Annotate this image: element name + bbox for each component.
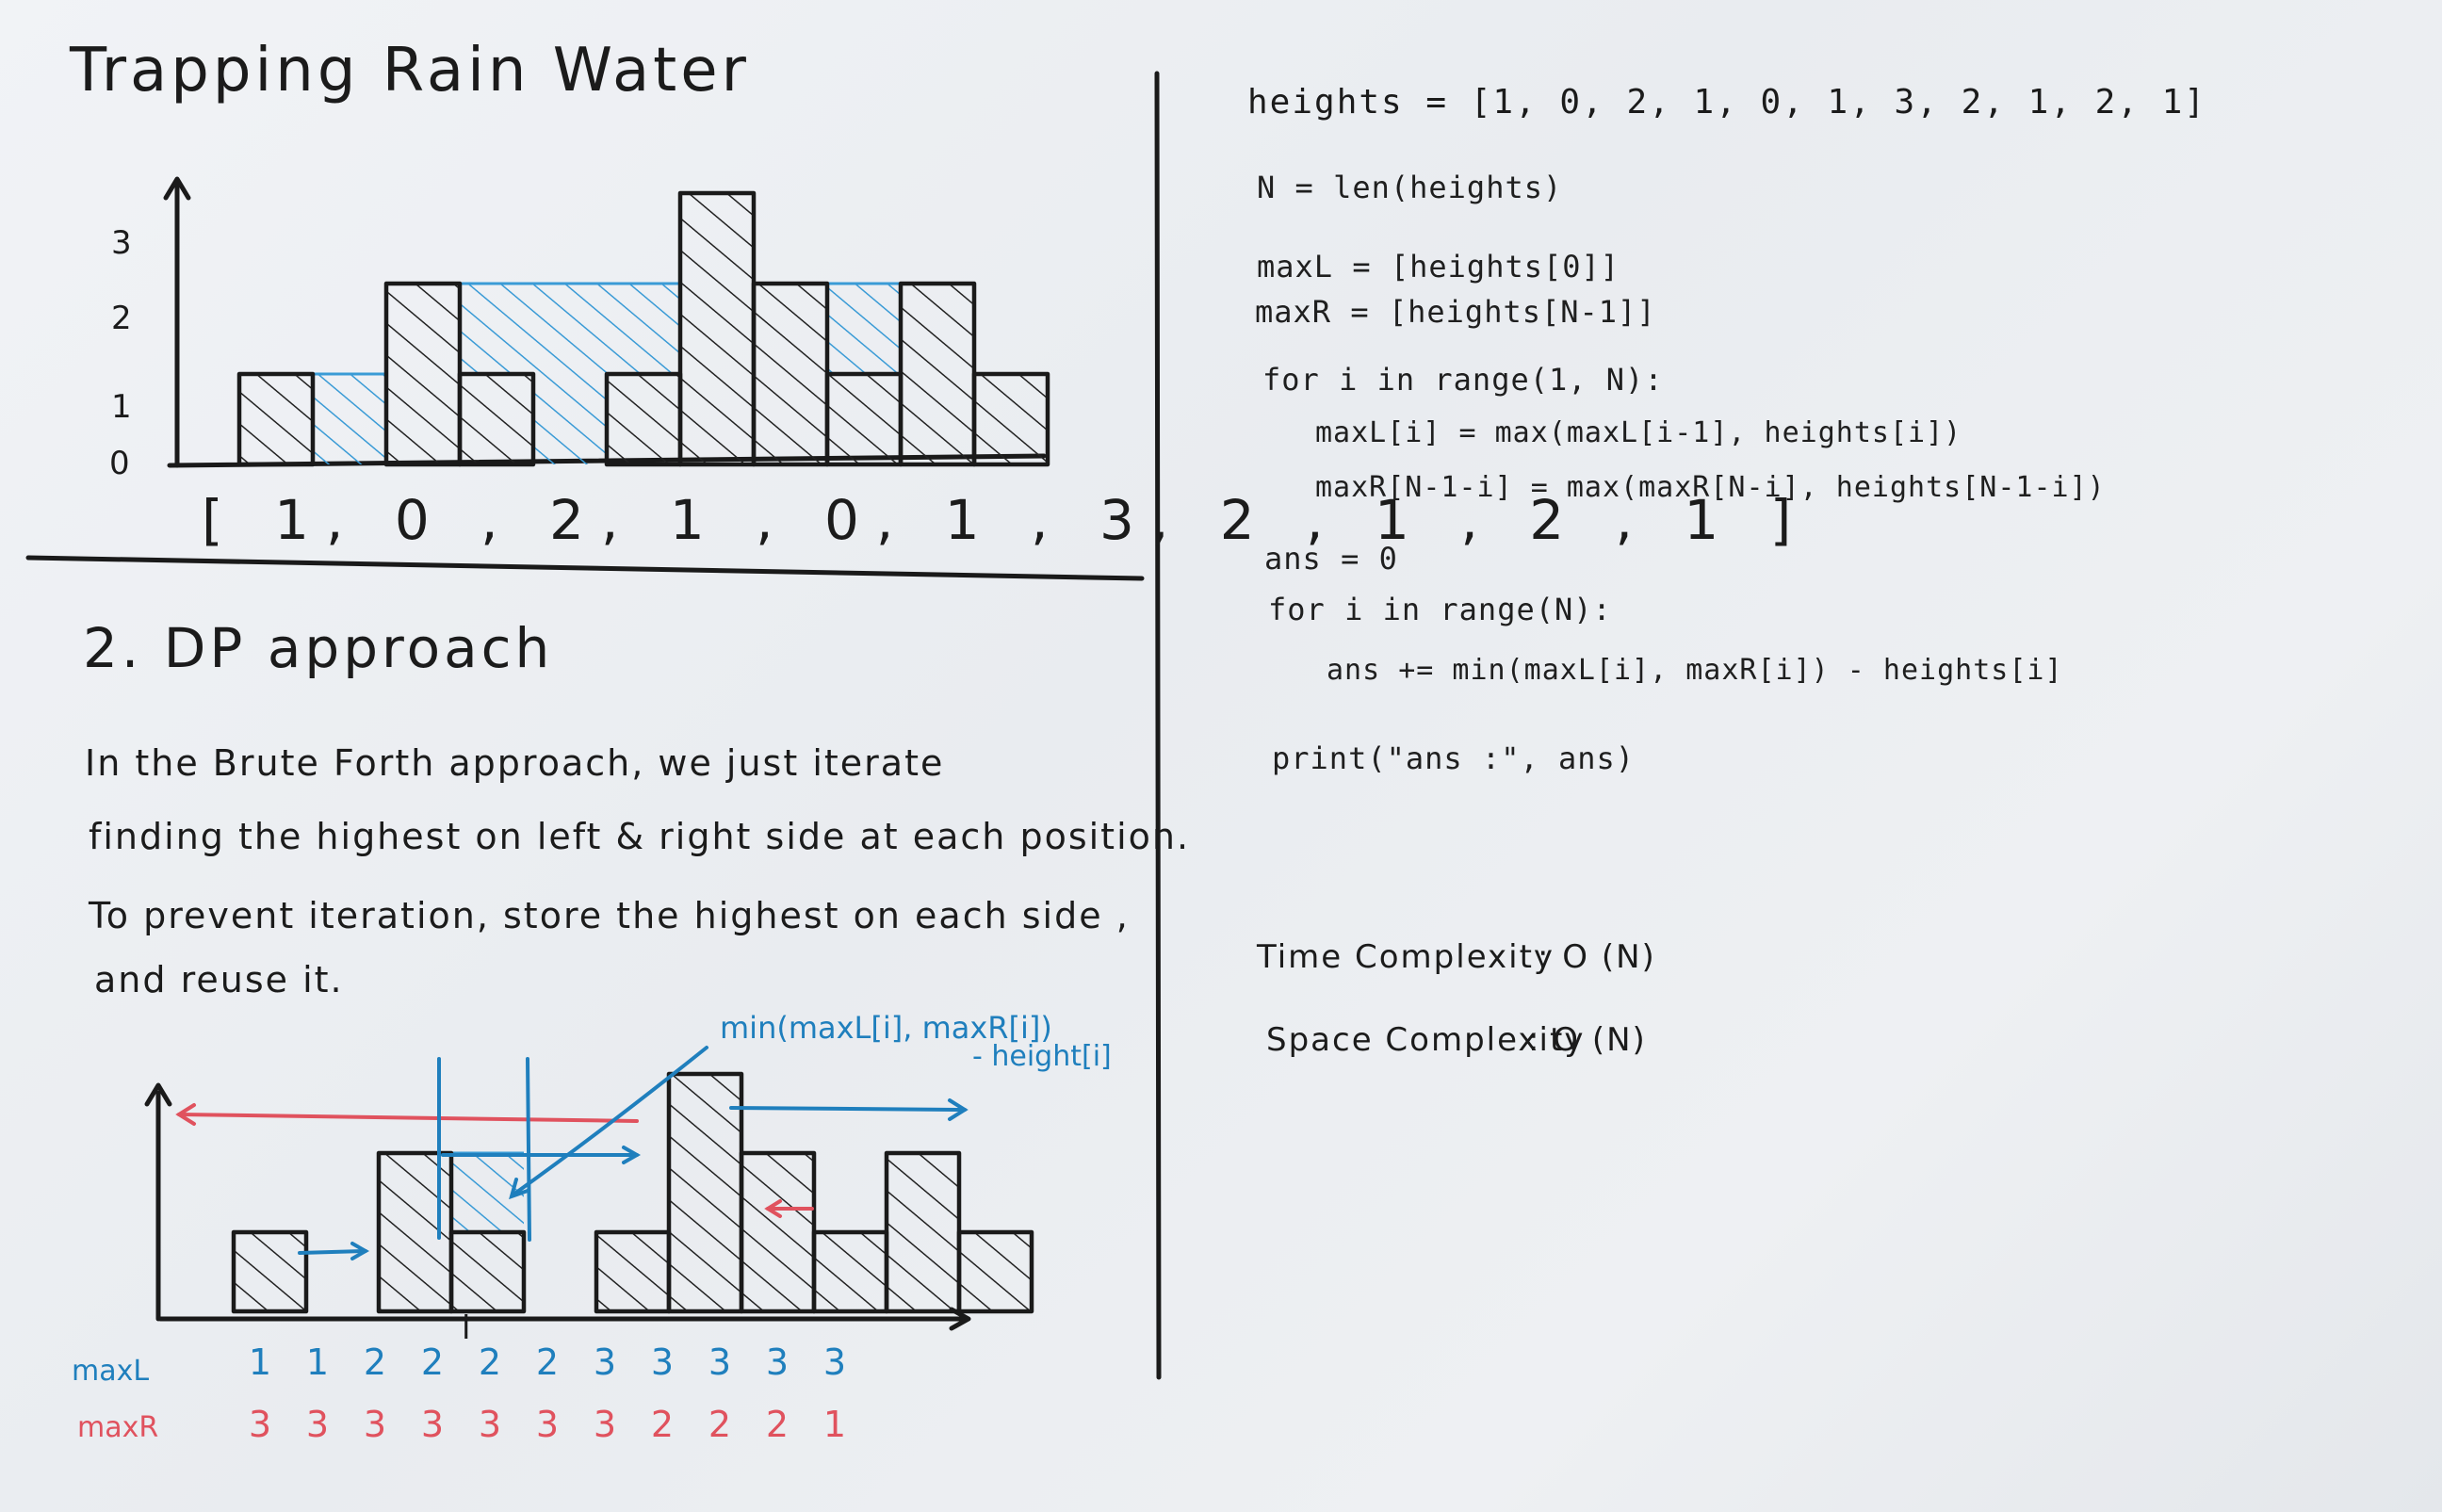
maxL-value: 3 <box>708 1341 732 1383</box>
maxL-value: 2 <box>420 1341 445 1383</box>
paragraph-line: and reuse it. <box>94 959 344 1000</box>
code-line-maxr-update: maxR[N-1-i] = max(maxR[N-i], heights[N-1… <box>1315 471 2106 504</box>
horizontal-divider <box>25 555 1145 581</box>
time-complexity-value: : O (N) <box>1538 938 1656 976</box>
maxR-value: 3 <box>420 1404 445 1445</box>
code-line-for2: for i in range(N): <box>1268 592 1612 627</box>
maxR-value: 3 <box>248 1404 272 1445</box>
code-line-print: print("ans :", ans) <box>1272 740 1636 776</box>
paragraph-line: finding the highest on left & right side… <box>89 816 1191 857</box>
maxR-value: 3 <box>478 1404 502 1445</box>
code-line-ans-update: ans += min(maxL[i], maxR[i]) - heights[i… <box>1327 654 2063 687</box>
maxL-value: 2 <box>478 1341 502 1383</box>
annotation-line2: - height[i] <box>972 1040 1112 1073</box>
maxL-value: 3 <box>765 1341 790 1383</box>
annotation-pointer <box>512 1046 708 1196</box>
water-segment <box>607 284 680 374</box>
maxL-value: 2 <box>363 1341 387 1383</box>
y-tick-1: 1 <box>111 388 132 426</box>
code-line-for1: for i in range(1, N): <box>1262 362 1664 398</box>
maxL-value: 3 <box>593 1341 617 1383</box>
vertical-divider <box>1154 71 1162 1380</box>
bar <box>739 1150 817 1314</box>
column-marker-right <box>526 1057 531 1242</box>
maxL-value: 3 <box>822 1341 847 1383</box>
code-line-n: N = len(heights) <box>1257 170 1563 205</box>
maxR-right-arrow <box>729 1106 967 1112</box>
y-tick-2: 2 <box>111 300 132 337</box>
bar <box>457 371 536 467</box>
y-tick-3: 3 <box>111 224 132 262</box>
bar <box>594 1229 672 1314</box>
y-tick-0: 0 <box>109 445 130 482</box>
bar <box>811 1229 889 1314</box>
heights-array-label: [ 1, 0 , 2, 1 , 0, 1 , 3, 2 , 1 , 2 , 1 … <box>202 488 1809 552</box>
bar <box>898 281 977 467</box>
space-complexity-value: : O (N) <box>1528 1021 1647 1059</box>
annotation-line1: min(maxL[i], maxR[i]) <box>720 1010 1052 1046</box>
maxL-value: 3 <box>650 1341 675 1383</box>
maxR-value: 2 <box>650 1404 675 1445</box>
code-line-maxl-update: maxL[i] = max(maxL[i-1], heights[i]) <box>1315 416 1962 449</box>
maxR-value: 3 <box>363 1404 387 1445</box>
bottom-chart <box>144 1046 1034 1331</box>
index-marker: i <box>462 1309 471 1347</box>
paragraph-line: In the Brute Forth approach, we just ite… <box>85 742 945 784</box>
section-heading: 2. DP approach <box>83 616 554 680</box>
bar <box>971 371 1050 467</box>
maxL-long-arrow <box>177 1113 639 1123</box>
time-complexity-label: Time Complexity <box>1257 938 1555 976</box>
maxL-value: 1 <box>248 1341 272 1383</box>
maxR-value: 2 <box>708 1404 732 1445</box>
maxR-value: 2 <box>765 1404 790 1445</box>
bar <box>666 1071 744 1314</box>
space-complexity-label: Space Complexity <box>1266 1021 1586 1059</box>
bar <box>231 1229 309 1314</box>
bar <box>677 190 757 467</box>
maxL-label: maxL <box>72 1355 150 1388</box>
water-segment <box>827 284 901 374</box>
maxR-value: 3 <box>593 1404 617 1445</box>
top-chart <box>163 176 1050 468</box>
bar <box>824 371 904 467</box>
code-line-heights: heights = [1, 0, 2, 1, 0, 1, 3, 2, 1, 2,… <box>1247 83 2206 122</box>
water-segment <box>460 284 533 374</box>
bar <box>956 1229 1034 1314</box>
code-line-maxl-init: maxL = [heights[0]] <box>1257 249 1620 285</box>
bar <box>604 371 683 467</box>
code-line-ans-init: ans = 0 <box>1264 541 1398 577</box>
maxR-value: 3 <box>305 1404 330 1445</box>
maxR-label: maxR <box>77 1411 159 1444</box>
page-title: Trapping Rain Water <box>70 36 750 106</box>
paragraph-line: To prevent iteration, store the highest … <box>89 895 1130 936</box>
maxR-value: 1 <box>822 1404 847 1445</box>
maxL-value: 2 <box>535 1341 560 1383</box>
bar <box>751 281 830 467</box>
maxL-value: 1 <box>305 1341 330 1383</box>
maxR-value: 3 <box>535 1404 560 1445</box>
bar <box>884 1150 962 1314</box>
code-line-maxr-init: maxR = [heights[N-1]] <box>1255 294 1656 330</box>
bar <box>383 281 463 467</box>
bar <box>448 1229 527 1314</box>
water-segment <box>313 374 386 464</box>
water-segment <box>533 284 607 464</box>
bar <box>236 371 316 467</box>
